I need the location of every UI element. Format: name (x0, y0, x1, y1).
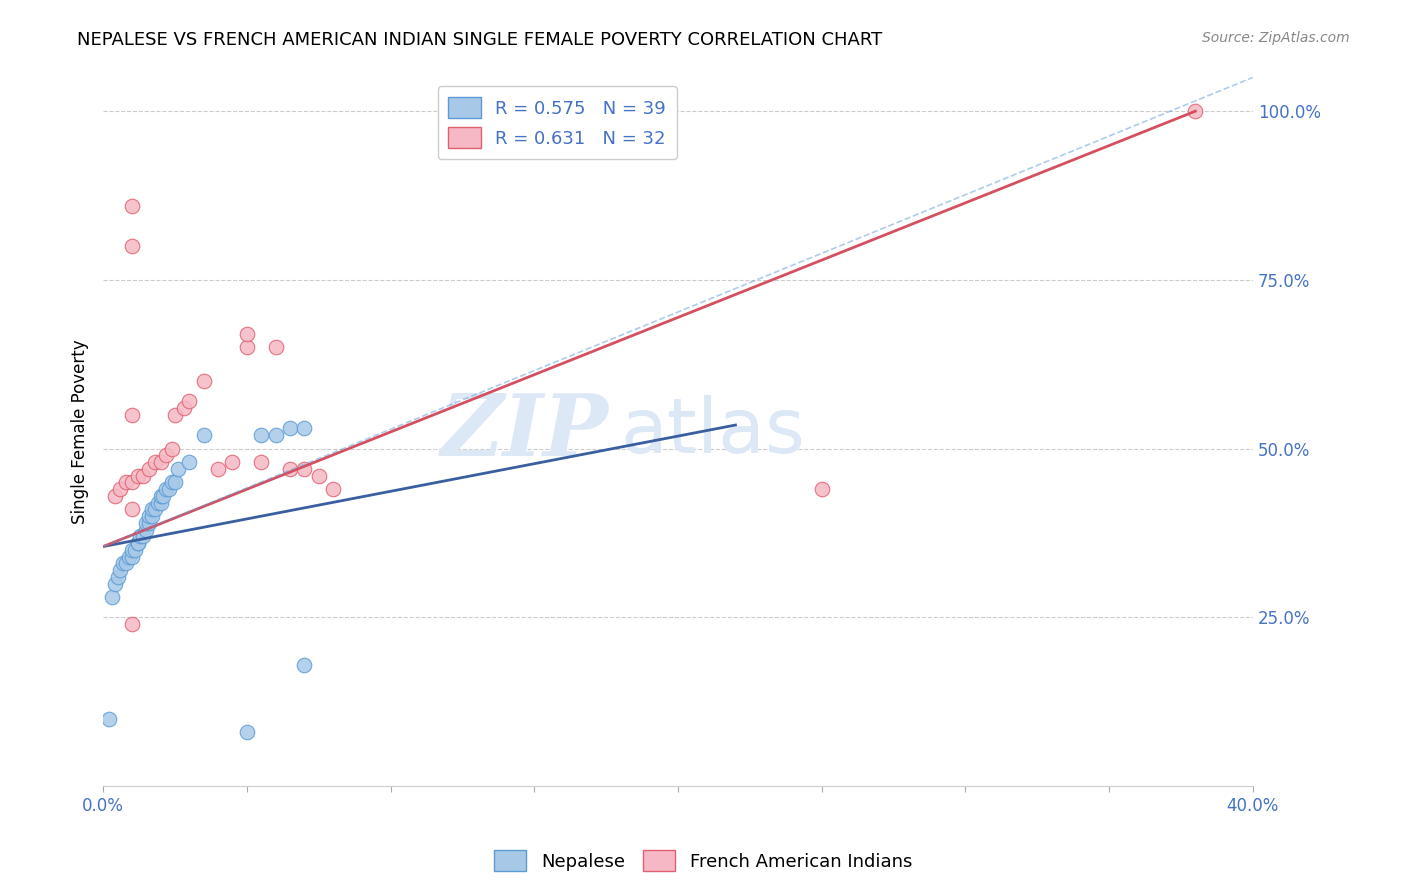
Point (135, 516, 157, 530)
Point (127, 468, 149, 483)
Point (322, 482, 344, 496)
Point (129, 529, 152, 543)
Point (132, 468, 155, 483)
Point (143, 502, 166, 516)
Legend: Nepalese, French American Indians: Nepalese, French American Indians (486, 843, 920, 879)
Point (141, 509, 163, 524)
Point (115, 557, 138, 571)
Point (118, 549, 141, 564)
Point (167, 462, 190, 476)
Point (207, 462, 229, 476)
Point (121, 617, 143, 632)
Point (236, 326, 259, 341)
Point (121, 542, 143, 557)
Point (155, 482, 177, 496)
Text: NEPALESE VS FRENCH AMERICAN INDIAN SINGLE FEMALE POVERTY CORRELATION CHART: NEPALESE VS FRENCH AMERICAN INDIAN SINGL… (77, 31, 883, 49)
Point (193, 374, 215, 388)
Point (157, 482, 180, 496)
Point (179, 394, 201, 409)
Point (193, 428, 215, 442)
Point (173, 401, 195, 416)
Point (163, 475, 186, 490)
Point (278, 462, 301, 476)
Point (112, 557, 135, 571)
Point (236, 725, 259, 739)
Point (149, 489, 172, 503)
Point (138, 516, 160, 530)
Point (221, 455, 243, 469)
Point (160, 475, 183, 490)
Point (152, 489, 174, 503)
Point (160, 442, 183, 456)
Point (110, 482, 132, 496)
Point (121, 549, 143, 564)
Point (278, 421, 301, 435)
Point (250, 428, 273, 442)
Point (1184, 104, 1206, 119)
Point (292, 657, 315, 672)
Point (127, 536, 149, 550)
Point (100, 590, 122, 604)
Point (104, 576, 127, 591)
Point (264, 340, 287, 354)
Text: atlas: atlas (620, 395, 806, 469)
Point (138, 462, 160, 476)
Point (110, 563, 132, 577)
Point (121, 475, 143, 490)
Point (121, 199, 143, 213)
Point (308, 468, 330, 483)
Point (292, 462, 315, 476)
Point (115, 475, 138, 490)
Point (127, 536, 149, 550)
Point (810, 482, 832, 496)
Point (124, 542, 146, 557)
Point (132, 529, 155, 543)
Point (292, 421, 315, 435)
Point (107, 570, 129, 584)
Point (250, 455, 273, 469)
Point (179, 455, 201, 469)
Legend: R = 0.575   N = 39, R = 0.631   N = 32: R = 0.575 N = 39, R = 0.631 N = 32 (437, 87, 676, 159)
Point (135, 523, 157, 537)
Point (146, 496, 169, 510)
Point (155, 449, 177, 463)
Point (149, 455, 172, 469)
Point (141, 502, 163, 516)
Text: ZIP: ZIP (441, 390, 609, 474)
Point (163, 408, 186, 422)
Point (121, 239, 143, 253)
Point (236, 340, 259, 354)
Point (104, 489, 127, 503)
Point (143, 455, 166, 469)
Point (264, 428, 287, 442)
Point (97, 712, 120, 726)
Point (138, 509, 160, 524)
Text: Source: ZipAtlas.com: Source: ZipAtlas.com (1202, 31, 1350, 45)
Point (121, 408, 143, 422)
Point (149, 496, 172, 510)
Y-axis label: Single Female Poverty: Single Female Poverty (72, 340, 89, 524)
Point (121, 502, 143, 516)
